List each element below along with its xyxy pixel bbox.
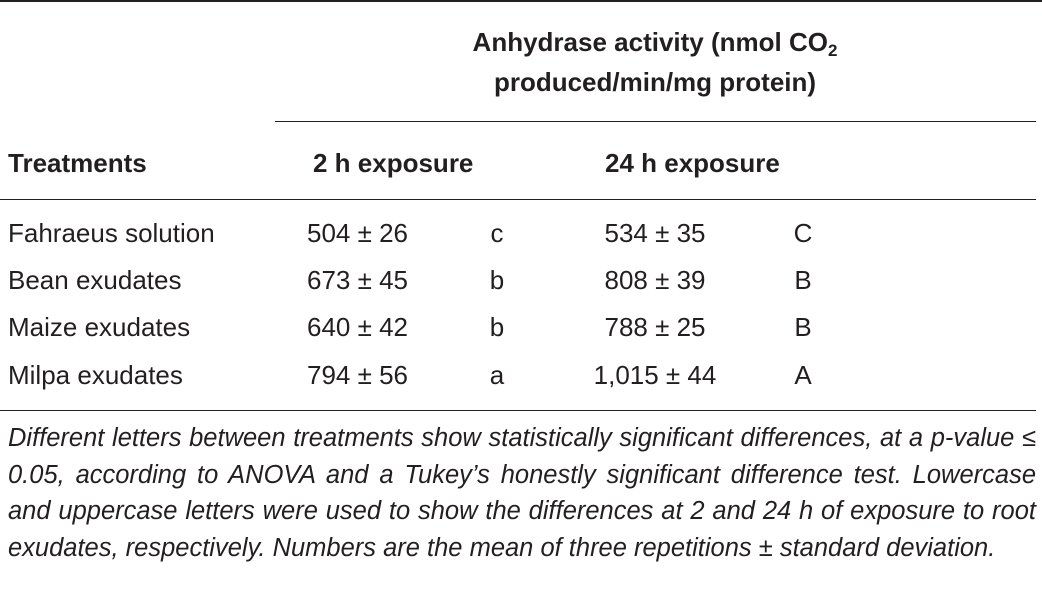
mean-2h: 640 ± 42 [306,312,409,342]
column-header-2h-exposure: 2 h exposure [313,148,474,178]
column-header-24h-exposure: 24 h exposure [605,148,780,178]
letter-24h: A [794,360,812,390]
header-rule [0,199,1036,200]
mean-24h: 808 ± 39 [604,265,706,295]
mean-2h: 794 ± 56 [306,360,409,390]
treatment-name: Milpa exudates [8,360,183,390]
letter-2h: c [490,218,504,248]
table-row: Bean exudates 673 ± 45 b 808 ± 39 B [0,257,1036,303]
mean-24h: 534 ± 35 [604,218,706,248]
letter-2h: a [489,360,505,390]
letter-24h: B [794,312,812,342]
table-row: Milpa exudates 794 ± 56 a 1,015 ± 44 A [0,352,1036,398]
letter-2h: b [489,312,505,342]
letter-2h: b [489,265,505,295]
mean-2h: 504 ± 26 [306,218,409,248]
table-row: Fahraeus solution 504 ± 26 c 534 ± 35 C [0,210,1036,256]
treatment-name: Fahraeus solution [8,218,215,248]
table-row: Maize exudates 640 ± 42 b 788 ± 25 B [0,304,1036,350]
table-footnote: Different letters between treatments sho… [8,424,1036,562]
letter-24h: B [794,265,812,295]
group-header-rule [275,121,1036,122]
group-header-anhydrase-activity: Anhydrase activity (nmol CO2 produced/mi… [275,22,1035,102]
column-header-treatments: Treatments [8,148,147,178]
treatment-name: Bean exudates [8,265,182,295]
group-header-line2: produced/min/mg protein) [493,67,817,97]
mean-24h: 1,015 ± 44 [593,360,717,390]
group-header-line1: Anhydrase activity (nmol CO2 [472,27,838,60]
letter-24h: C [793,218,813,248]
mean-2h: 673 ± 45 [306,265,409,295]
top-rule [0,0,1042,2]
bottom-rule [0,410,1036,411]
mean-24h: 788 ± 25 [604,312,706,342]
co2-subscript: 2 [827,41,838,60]
treatment-name: Maize exudates [8,312,191,342]
